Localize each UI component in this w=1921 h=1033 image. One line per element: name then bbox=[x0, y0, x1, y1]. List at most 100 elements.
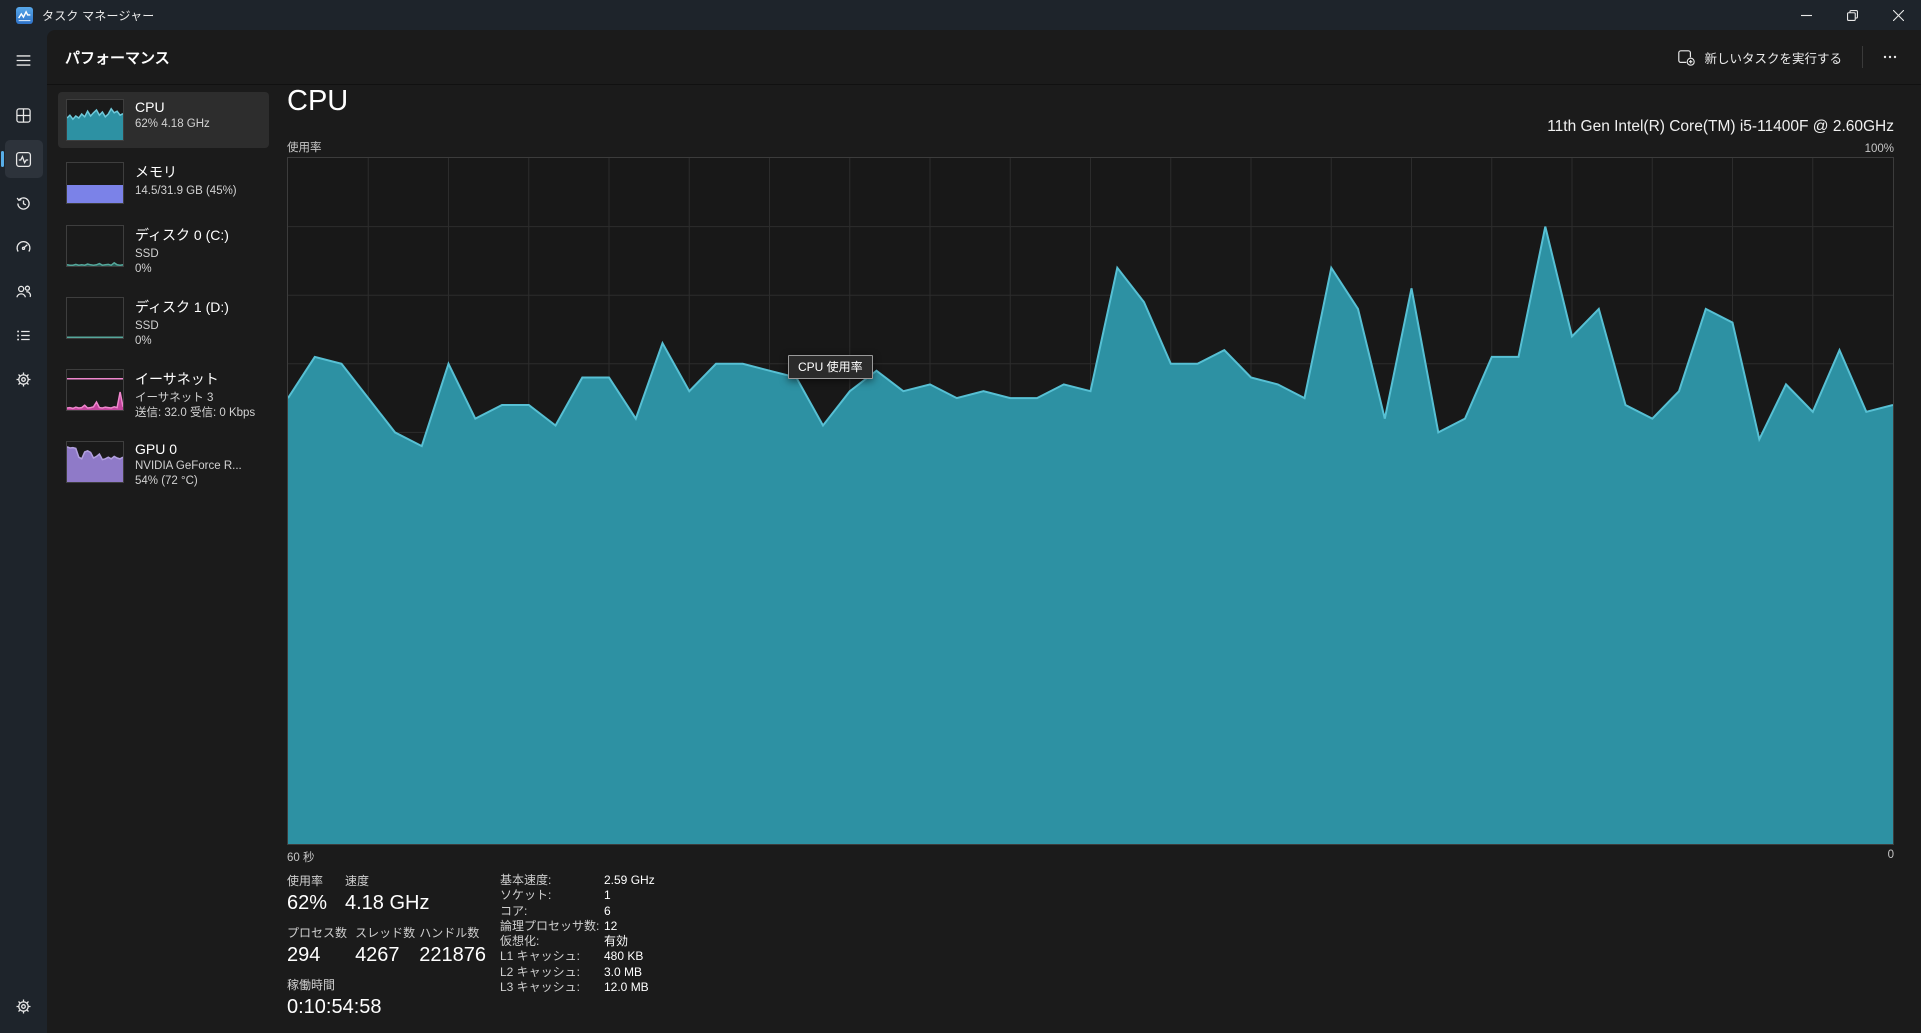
perf-item-title: GPU 0 bbox=[135, 441, 178, 457]
spec-label: 基本速度: bbox=[500, 873, 552, 887]
perf-item-subtext: NVIDIA GeForce R... bbox=[135, 460, 242, 472]
spec-row: L1 キャッシュ: 480 KB bbox=[500, 949, 655, 964]
stat-使用率: 使用率 62% bbox=[287, 872, 345, 915]
perf-item-text: ディスク 1 (D:) SSD 0% bbox=[135, 297, 229, 348]
spec-label: ソケット: bbox=[500, 888, 552, 903]
stat-label: プロセス数 bbox=[287, 926, 348, 940]
perf-item-title: ディスク 0 (C:) bbox=[135, 227, 229, 243]
chart-xright-label: 0 bbox=[1887, 849, 1894, 861]
hamburger-menu-icon bbox=[16, 54, 31, 66]
spec-row: コア: 6 bbox=[500, 904, 655, 919]
chart-ymax-label: 100% bbox=[1864, 143, 1894, 155]
navigation-rail bbox=[0, 30, 47, 1033]
stat-value: 294 bbox=[287, 944, 321, 966]
stat-スレッド数: スレッド数 4267 bbox=[355, 924, 419, 967]
spec-value: 2.59 GHz bbox=[604, 873, 655, 887]
cpu-statistics-section: 使用率 62% 速度 4.18 GHz プロセス数 294 スレッド数 4267 ハンドル数 22… bbox=[287, 872, 1894, 1028]
window-title: タスク マネージャー bbox=[42, 8, 155, 23]
app-history-icon bbox=[16, 196, 30, 210]
stat-value: 221876 bbox=[419, 944, 486, 966]
spec-row: L3 キャッシュ: 12.0 MB bbox=[500, 980, 655, 995]
spec-value: 12 bbox=[604, 918, 618, 933]
performance-icon bbox=[15, 151, 32, 167]
perf-item-thumbnail bbox=[66, 441, 124, 483]
perf-item-thumbnail bbox=[66, 162, 124, 204]
stat-label: ハンドル数 bbox=[419, 926, 480, 940]
sidebar-item-performance[interactable] bbox=[0, 140, 43, 178]
chart-ylabel: 使用率 bbox=[287, 142, 322, 154]
cpu-usage-tooltip: CPU 使用率 bbox=[788, 355, 873, 379]
spec-label: L2 キャッシュ: bbox=[500, 964, 581, 979]
spec-label: 仮想化: bbox=[500, 934, 540, 949]
settings-gear-icon bbox=[16, 998, 31, 1014]
stat-プロセス数: プロセス数 294 bbox=[287, 924, 355, 967]
sidebar-item-users[interactable] bbox=[5, 272, 43, 310]
stat-row: 使用率 62% 速度 4.18 GHz bbox=[287, 872, 500, 915]
performance-sidebar-list: CPU 62% 4.18 GHz メモリ 14.5/31.9 GB (45%) … bbox=[47, 85, 283, 1033]
stat-速度: 速度 4.18 GHz bbox=[345, 872, 429, 915]
cpu-detail-pane: CPU 11th Gen Intel(R) Core(TM) i5-11400F… bbox=[283, 85, 1921, 1033]
spec-row: 論理プロセッサ数: 12 bbox=[500, 919, 655, 934]
cpu-heading-row: CPU 11th Gen Intel(R) Core(TM) i5-11400F… bbox=[287, 85, 1894, 141]
perf-item-subtext: イーサネット 3 bbox=[135, 392, 214, 404]
close-icon bbox=[1892, 9, 1904, 21]
settings-button[interactable] bbox=[5, 987, 43, 1025]
ellipsis-icon bbox=[1883, 55, 1897, 59]
services-icon bbox=[16, 371, 31, 387]
sidebar-item-services[interactable] bbox=[5, 360, 43, 398]
perf-item-subtext: 62% 4.18 GHz bbox=[135, 118, 210, 130]
perf-item-thumbnail bbox=[66, 99, 124, 141]
perf-item-subtext: 0% bbox=[135, 262, 152, 275]
content-panel: パフォーマンス 新しいタスクを実行する bbox=[47, 30, 1921, 1033]
perf-list-item-disk0[interactable]: ディスク 0 (C:) SSD 0% bbox=[58, 218, 269, 283]
stat-label: 速度 bbox=[345, 874, 370, 888]
minimize-button[interactable] bbox=[1783, 0, 1829, 30]
perf-item-text: CPU 62% 4.18 GHz bbox=[135, 99, 210, 141]
cpu-usage-chart-canvas[interactable] bbox=[288, 158, 1893, 844]
stat-row: プロセス数 294 スレッド数 4267 ハンドル数 221876 bbox=[287, 924, 500, 967]
hamburger-menu-button[interactable] bbox=[5, 41, 43, 79]
spec-value: 3.0 MB bbox=[604, 964, 643, 979]
sidebar-item-details[interactable] bbox=[5, 316, 43, 354]
perf-list-item-gpu0[interactable]: GPU 0 NVIDIA GeForce R... 54% (72 °C) bbox=[58, 434, 269, 495]
memory-usage-bar bbox=[67, 185, 123, 203]
spec-value: 6 bbox=[604, 903, 611, 918]
run-new-task-button[interactable]: 新しいタスクを実行する bbox=[1667, 41, 1852, 74]
new-task-icon bbox=[1678, 50, 1696, 66]
stat-稼働時間: 稼働時間 0:10:54:58 bbox=[287, 976, 382, 1019]
selected-accent-pill bbox=[0, 151, 4, 167]
title-bar: タスク マネージャー bbox=[0, 0, 1921, 30]
perf-list-item-ethernet[interactable]: イーサネット イーサネット 3 送信: 32.0 受信: 0 Kbps bbox=[58, 362, 269, 427]
spec-label: L1 キャッシュ: bbox=[500, 949, 581, 964]
perf-list-item-memory[interactable]: メモリ 14.5/31.9 GB (45%) bbox=[58, 155, 269, 211]
stat-label: スレッド数 bbox=[355, 926, 416, 940]
spec-row: 仮想化: 有効 bbox=[500, 934, 655, 949]
cpu-model-name: 11th Gen Intel(R) Core(TM) i5-11400F @ 2… bbox=[1547, 118, 1894, 135]
cpu-pane-title: CPU bbox=[287, 85, 349, 117]
perf-item-thumbnail bbox=[66, 369, 124, 411]
spec-label: コア: bbox=[500, 903, 528, 918]
cpu-usage-chart: CPU 使用率 bbox=[287, 157, 1894, 845]
header-separator bbox=[1862, 46, 1863, 68]
perf-item-subtext: 0% bbox=[135, 334, 152, 347]
restore-button[interactable] bbox=[1829, 0, 1875, 30]
sidebar-item-app-history[interactable] bbox=[5, 184, 43, 222]
spec-row: L2 キャッシュ: 3.0 MB bbox=[500, 965, 655, 980]
perf-item-text: ディスク 0 (C:) SSD 0% bbox=[135, 225, 229, 276]
perf-list-item-cpu[interactable]: CPU 62% 4.18 GHz bbox=[58, 92, 269, 148]
perf-list-item-disk1[interactable]: ディスク 1 (D:) SSD 0% bbox=[58, 290, 269, 355]
close-button[interactable] bbox=[1875, 0, 1921, 30]
stat-label: 稼働時間 bbox=[287, 978, 336, 992]
sidebar-item-startup-apps[interactable] bbox=[5, 228, 43, 266]
stat-value: 4.18 GHz bbox=[345, 892, 430, 914]
minimize-icon bbox=[1800, 14, 1812, 16]
stat-ハンドル数: ハンドル数 221876 bbox=[419, 924, 486, 967]
sidebar-item-processes[interactable] bbox=[5, 96, 43, 134]
more-options-button[interactable] bbox=[1873, 43, 1907, 71]
cpu-specifications: 基本速度: 2.59 GHz ソケット: 1 コア: 6 論理プロセッサ数: 12 仮想化: 有効… bbox=[500, 872, 655, 1028]
perf-item-title: ディスク 1 (D:) bbox=[135, 299, 229, 315]
stat-row: 稼働時間 0:10:54:58 bbox=[287, 976, 500, 1019]
spec-value: 有効 bbox=[604, 934, 629, 949]
page-title: パフォーマンス bbox=[65, 49, 170, 67]
perf-item-title: メモリ bbox=[135, 164, 177, 180]
